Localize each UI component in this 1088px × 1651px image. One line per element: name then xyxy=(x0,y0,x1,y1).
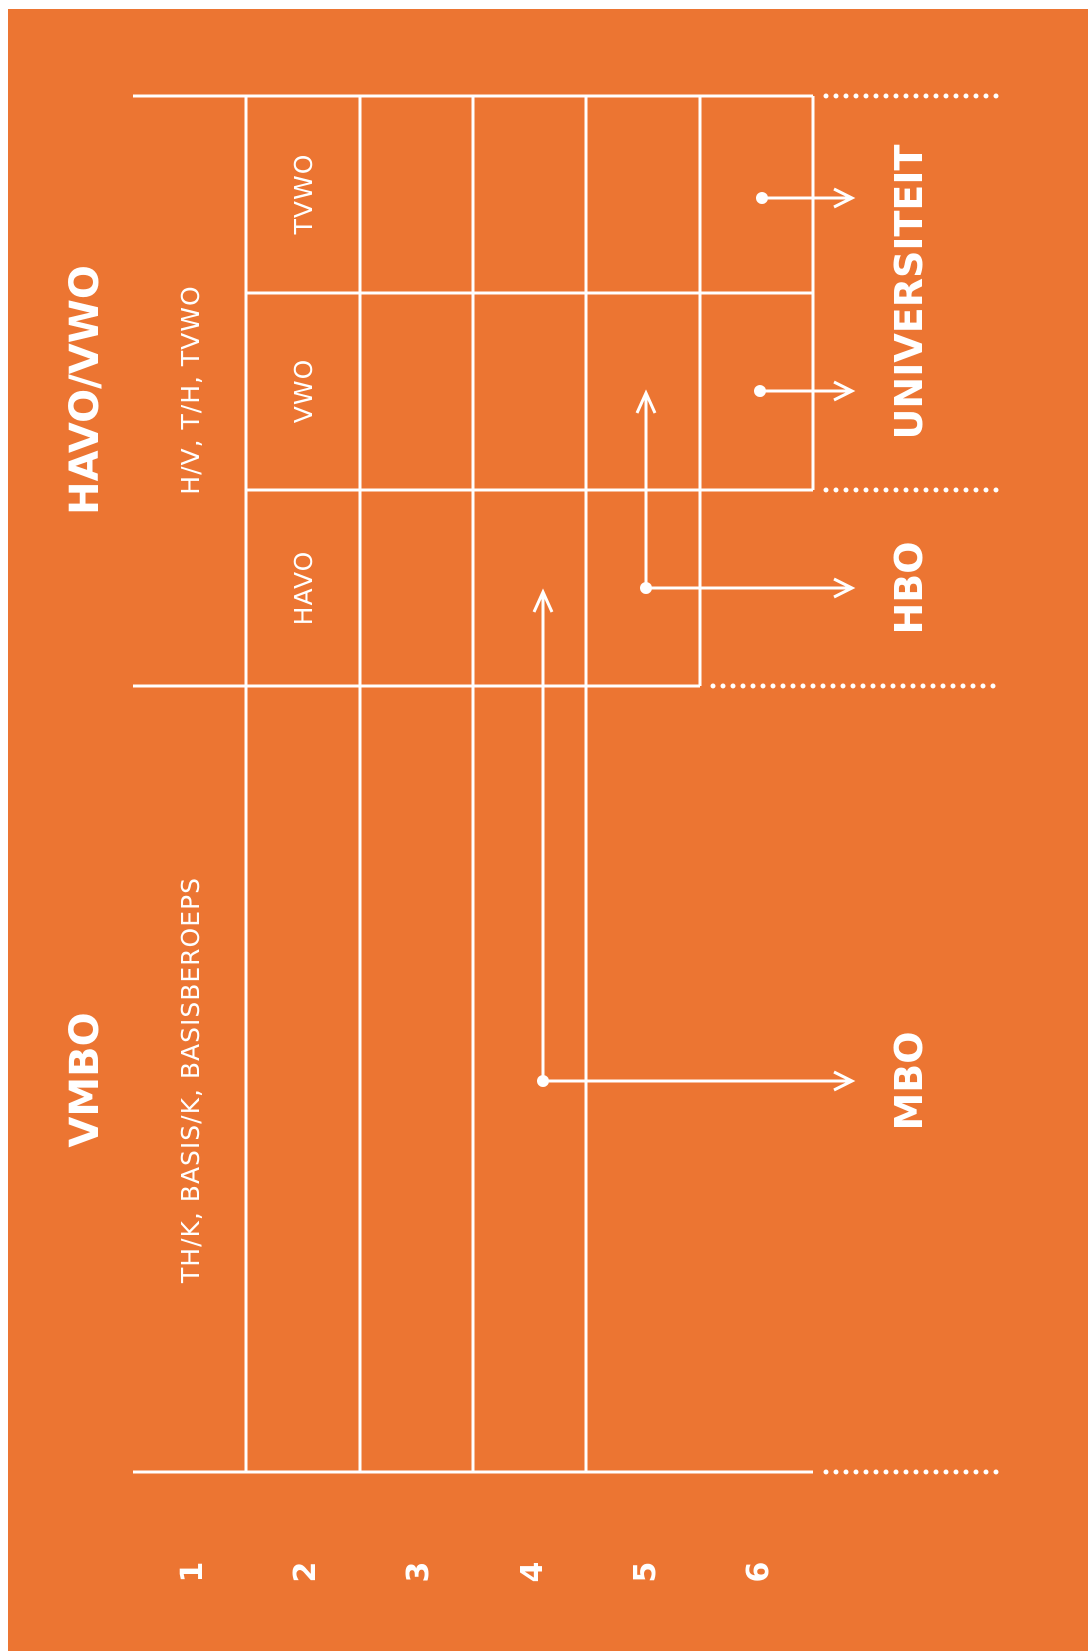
destination-hbo-label: HBO xyxy=(887,541,931,634)
dotted-lines xyxy=(710,93,1005,1475)
stream-tvwo-label: TVWO xyxy=(289,154,318,236)
stream-havo-label: HAVO xyxy=(289,551,318,626)
mbo-arrowhead xyxy=(833,1070,856,1092)
havo-vwo-title: HAVO/VWO xyxy=(62,265,108,515)
vmbo-title: VMBO xyxy=(62,1012,108,1147)
year-label: 6 xyxy=(741,1562,776,1583)
year-label: 4 xyxy=(515,1562,550,1583)
stream-vwo-label: VWO xyxy=(289,359,318,424)
destination-mbo-label: MBO xyxy=(887,1031,931,1130)
universiteit-arrowhead-vwo xyxy=(833,380,856,402)
arrows xyxy=(532,187,856,1092)
universiteit-arrowhead-tvwo xyxy=(833,187,856,209)
year-label: 3 xyxy=(401,1562,436,1583)
destination-universiteit-label: UNIVERSITEIT xyxy=(887,144,931,439)
background-panel xyxy=(8,9,1088,1651)
year-label: 1 xyxy=(175,1562,210,1583)
year-label: 5 xyxy=(628,1562,663,1583)
year-labels: 1 2 3 4 5 6 xyxy=(175,1562,776,1583)
vwo-up-arrowhead xyxy=(635,389,657,414)
havo-vwo-levels: H/V, T/H, TVWO xyxy=(176,285,205,494)
havo-up-arrowhead xyxy=(532,588,554,613)
vmbo-levels: TH/K, BASIS/K, BASISBEROEPS xyxy=(176,877,205,1284)
year-label: 2 xyxy=(288,1562,323,1583)
hbo-arrowhead xyxy=(833,577,856,599)
